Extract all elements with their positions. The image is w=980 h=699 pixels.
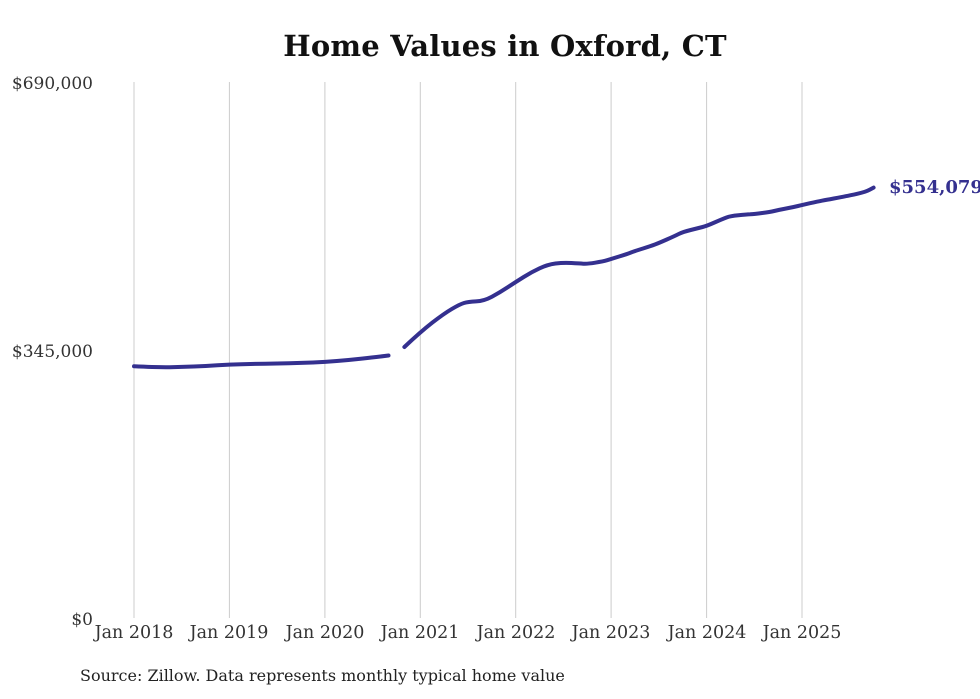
value-line	[402, 185, 876, 349]
y-tick-label: $690,000	[11, 74, 93, 94]
value-line	[132, 353, 391, 370]
end-value-label: $554,079	[889, 177, 980, 198]
x-tick-label: Jan 2025	[762, 623, 842, 643]
x-tick-label: Jan 2019	[189, 623, 269, 643]
x-tick-label: Jan 2020	[285, 623, 365, 643]
source-note: Source: Zillow. Data represents monthly …	[80, 666, 565, 685]
x-tick-label: Jan 2024	[667, 623, 747, 643]
gridline-group	[133, 82, 803, 618]
x-tick-label: Jan 2018	[94, 623, 174, 643]
value-line-group	[132, 185, 876, 370]
x-tick-label: Jan 2023	[571, 623, 651, 643]
y-tick-label: $0	[71, 610, 93, 630]
chart-title: Home Values in Oxford, CT	[283, 29, 727, 63]
x-tick-label: Jan 2021	[380, 623, 460, 643]
x-tick-label: Jan 2022	[476, 623, 556, 643]
y-tick-label: $345,000	[11, 342, 93, 362]
